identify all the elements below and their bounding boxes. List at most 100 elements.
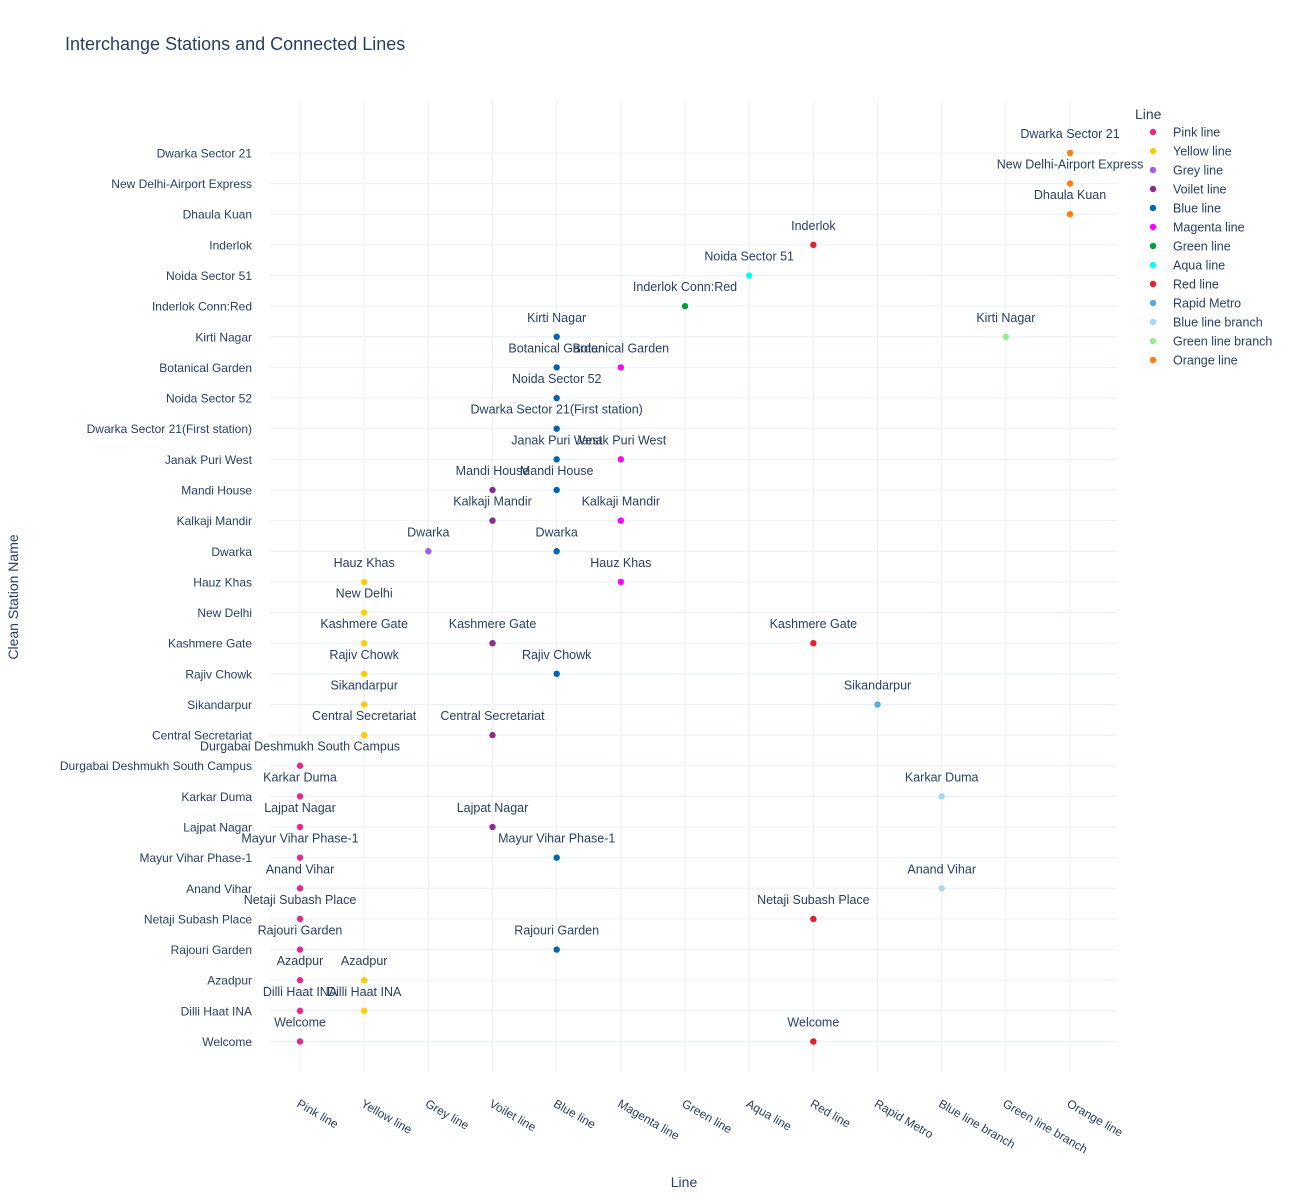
data-point[interactable]	[1066, 149, 1074, 157]
data-point[interactable]	[810, 241, 817, 249]
x-tick-label: Aqua line	[744, 1096, 795, 1133]
data-point[interactable]	[489, 731, 496, 739]
data-point[interactable]	[553, 394, 560, 402]
data-label: Dwarka	[407, 525, 449, 539]
y-tick-label: Rajouri Garden	[171, 943, 252, 957]
legend-label[interactable]: Yellow line	[1173, 145, 1232, 159]
legend-label[interactable]: Red line	[1173, 278, 1219, 292]
legend-label[interactable]: Blue line branch	[1173, 316, 1263, 330]
data-point[interactable]	[360, 639, 368, 647]
legend-label[interactable]: Blue line	[1173, 202, 1221, 216]
data-point[interactable]	[296, 885, 304, 892]
data-point[interactable]	[681, 302, 689, 310]
data-point[interactable]	[1066, 180, 1074, 187]
data-label: Kalkaji Mandir	[582, 495, 661, 509]
legend-label[interactable]: Aqua line	[1173, 259, 1225, 273]
data-point[interactable]	[553, 456, 560, 463]
y-tick-label: Azadpur	[207, 974, 252, 988]
legend-items: Pink line Yellow line Grey line Voilet line…	[1149, 126, 1272, 368]
y-tick-label: Dwarka Sector 21	[157, 146, 253, 160]
data-point[interactable]	[296, 946, 304, 953]
data-point[interactable]	[1066, 211, 1074, 218]
data-label: Hauz Khas	[590, 556, 651, 570]
data-point[interactable]	[296, 1038, 304, 1045]
data-point[interactable]	[360, 670, 368, 678]
legend-label[interactable]: Green line branch	[1173, 335, 1272, 349]
data-point[interactable]	[296, 1007, 304, 1015]
data-point[interactable]	[553, 548, 560, 555]
legend-label[interactable]: Rapid Metro	[1173, 297, 1241, 311]
data-point[interactable]	[617, 364, 625, 371]
legend-title: Line	[1135, 106, 1162, 122]
data-label: Azadpur	[277, 954, 324, 968]
data-point[interactable]	[360, 578, 368, 586]
data-point[interactable]	[296, 823, 304, 831]
data-point[interactable]	[874, 701, 881, 708]
data-label: Kashmere Gate	[320, 617, 408, 631]
data-point[interactable]	[553, 486, 560, 494]
data-point[interactable]	[425, 548, 432, 555]
data-label: Kalkaji Mandir	[453, 495, 532, 509]
data-point[interactable]	[810, 639, 817, 647]
x-tick-label: Yellow line	[359, 1096, 415, 1136]
data-point[interactable]	[553, 333, 560, 340]
x-tick-label: Magenta line	[615, 1096, 682, 1143]
data-point[interactable]	[553, 854, 560, 861]
data-point[interactable]	[938, 793, 945, 800]
data-point[interactable]	[553, 946, 560, 953]
data-point[interactable]	[296, 762, 304, 769]
legend-marker	[1149, 261, 1157, 269]
data-point[interactable]	[553, 670, 560, 678]
data-label: Inderlok	[791, 219, 836, 233]
data-point[interactable]	[617, 578, 625, 586]
data-point[interactable]	[360, 701, 368, 708]
data-label: Dilli Haat INA	[263, 985, 338, 999]
x-axis-ticks: Pink line Yellow line Grey line Voilet line…	[295, 1096, 1126, 1156]
data-point[interactable]	[938, 885, 945, 892]
y-tick-label: Dhaula Kuan	[183, 208, 252, 222]
y-tick-label: Durgabai Deshmukh South Campus	[60, 759, 252, 773]
data-label: Botanical Garden	[508, 341, 605, 355]
data-point[interactable]	[296, 793, 304, 800]
legend-label[interactable]: Magenta line	[1173, 221, 1245, 235]
data-point[interactable]	[617, 456, 625, 463]
data-point[interactable]	[810, 915, 817, 923]
data-label: Sikandarpur	[844, 678, 911, 692]
data-label: Hauz Khas	[334, 556, 395, 570]
data-point[interactable]	[296, 915, 304, 923]
data-point[interactable]	[296, 977, 304, 984]
data-point[interactable]	[1002, 333, 1010, 340]
data-point[interactable]	[296, 854, 304, 861]
legend-label[interactable]: Green line	[1173, 240, 1231, 254]
legend-marker	[1149, 223, 1157, 231]
y-tick-label: Dwarka	[211, 545, 252, 559]
legend-label[interactable]: Orange line	[1173, 354, 1238, 368]
data-point[interactable]	[489, 823, 496, 831]
data-point[interactable]	[360, 609, 368, 616]
data-point[interactable]	[489, 517, 496, 524]
data-label: Welcome	[274, 1016, 326, 1030]
data-point[interactable]	[489, 639, 496, 647]
data-label: Sikandarpur	[330, 678, 397, 692]
y-tick-label: Kirti Nagar	[195, 330, 252, 344]
x-tick-label: Rapid Metro	[872, 1096, 936, 1141]
data-label: Azadpur	[341, 954, 388, 968]
data-point[interactable]	[360, 731, 368, 739]
data-point[interactable]	[617, 517, 625, 524]
data-point[interactable]	[553, 364, 560, 371]
chart-title: Interchange Stations and Connected Lines	[65, 34, 405, 54]
legend-label[interactable]: Pink line	[1173, 126, 1220, 140]
legend-label[interactable]: Voilet line	[1173, 183, 1227, 197]
data-point[interactable]	[745, 272, 753, 279]
data-label: Dwarka Sector 21(First station)	[471, 403, 643, 417]
data-point[interactable]	[360, 977, 368, 984]
legend-label[interactable]: Grey line	[1173, 164, 1223, 178]
y-tick-label: Mandi House	[181, 483, 252, 497]
data-point[interactable]	[553, 425, 560, 432]
y-tick-label: Mayur Vihar Phase-1	[140, 851, 253, 865]
data-point[interactable]	[489, 486, 496, 494]
data-point[interactable]	[360, 1007, 368, 1015]
data-point[interactable]	[810, 1038, 817, 1045]
